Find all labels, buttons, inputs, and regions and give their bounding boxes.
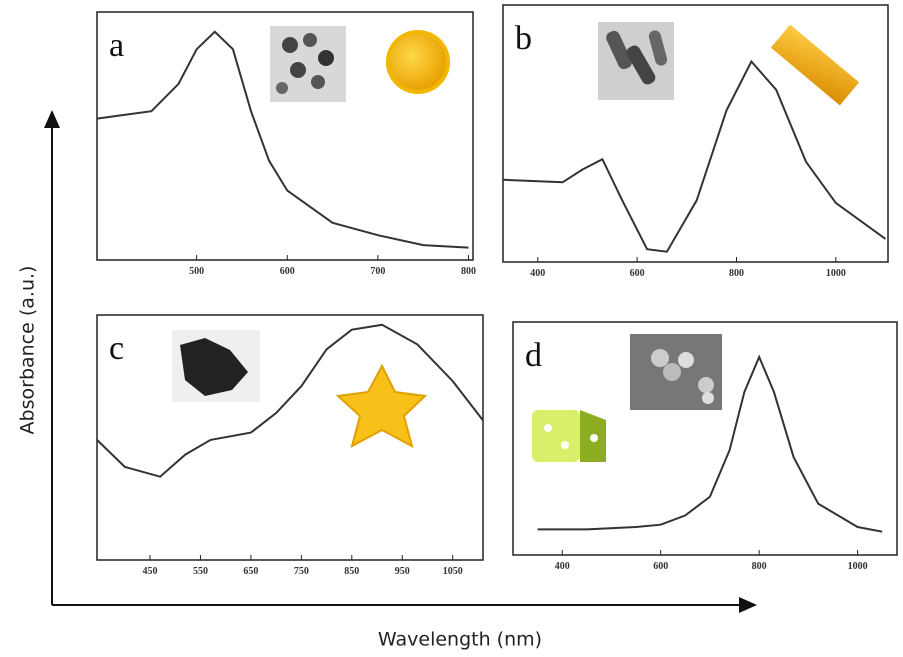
x-tick-label: 600	[280, 266, 295, 277]
x-tick-label: 550	[193, 566, 208, 577]
inset-b	[598, 22, 860, 106]
inset-d	[532, 334, 722, 462]
panel-frame	[96, 11, 474, 261]
x-tick-label: 600	[630, 268, 645, 279]
x-tick-label: 600	[653, 561, 668, 572]
panel-letter: c	[109, 330, 124, 367]
spectrum	[502, 59, 887, 253]
x-tick-label: 800	[729, 268, 744, 279]
x-tick-label: 500	[189, 266, 204, 277]
panel-frame	[96, 314, 484, 561]
x-tick-label: 650	[243, 566, 258, 577]
x-tick-label: 800	[752, 561, 767, 572]
spectrum	[96, 30, 469, 249]
inset-c	[172, 330, 428, 448]
x-tick-label: 1000	[826, 268, 846, 279]
spectrum	[96, 323, 484, 478]
panel-frame	[512, 321, 898, 556]
inset-a	[270, 26, 450, 102]
x-tick-label: 1050	[443, 566, 463, 577]
panel-letter: d	[525, 337, 542, 374]
x-tick-label: 800	[461, 266, 476, 277]
x-tick-label: 700	[370, 266, 385, 277]
y-axis-label: Absorbance (a.u.)	[17, 266, 39, 435]
spectrum	[537, 354, 883, 533]
panel-letter: b	[515, 20, 532, 57]
x-tick-label: 400	[530, 268, 545, 279]
x-tick-label: 450	[142, 566, 157, 577]
x-tick-label: 750	[294, 566, 309, 577]
panel-letter: a	[109, 27, 124, 64]
panel-frame	[502, 4, 889, 263]
x-tick-label: 400	[555, 561, 570, 572]
x-tick-label: 950	[395, 566, 410, 577]
x-tick-label: 850	[344, 566, 359, 577]
x-axis-label: Wavelength (nm)	[378, 629, 542, 651]
x-tick-label: 1000	[848, 561, 868, 572]
